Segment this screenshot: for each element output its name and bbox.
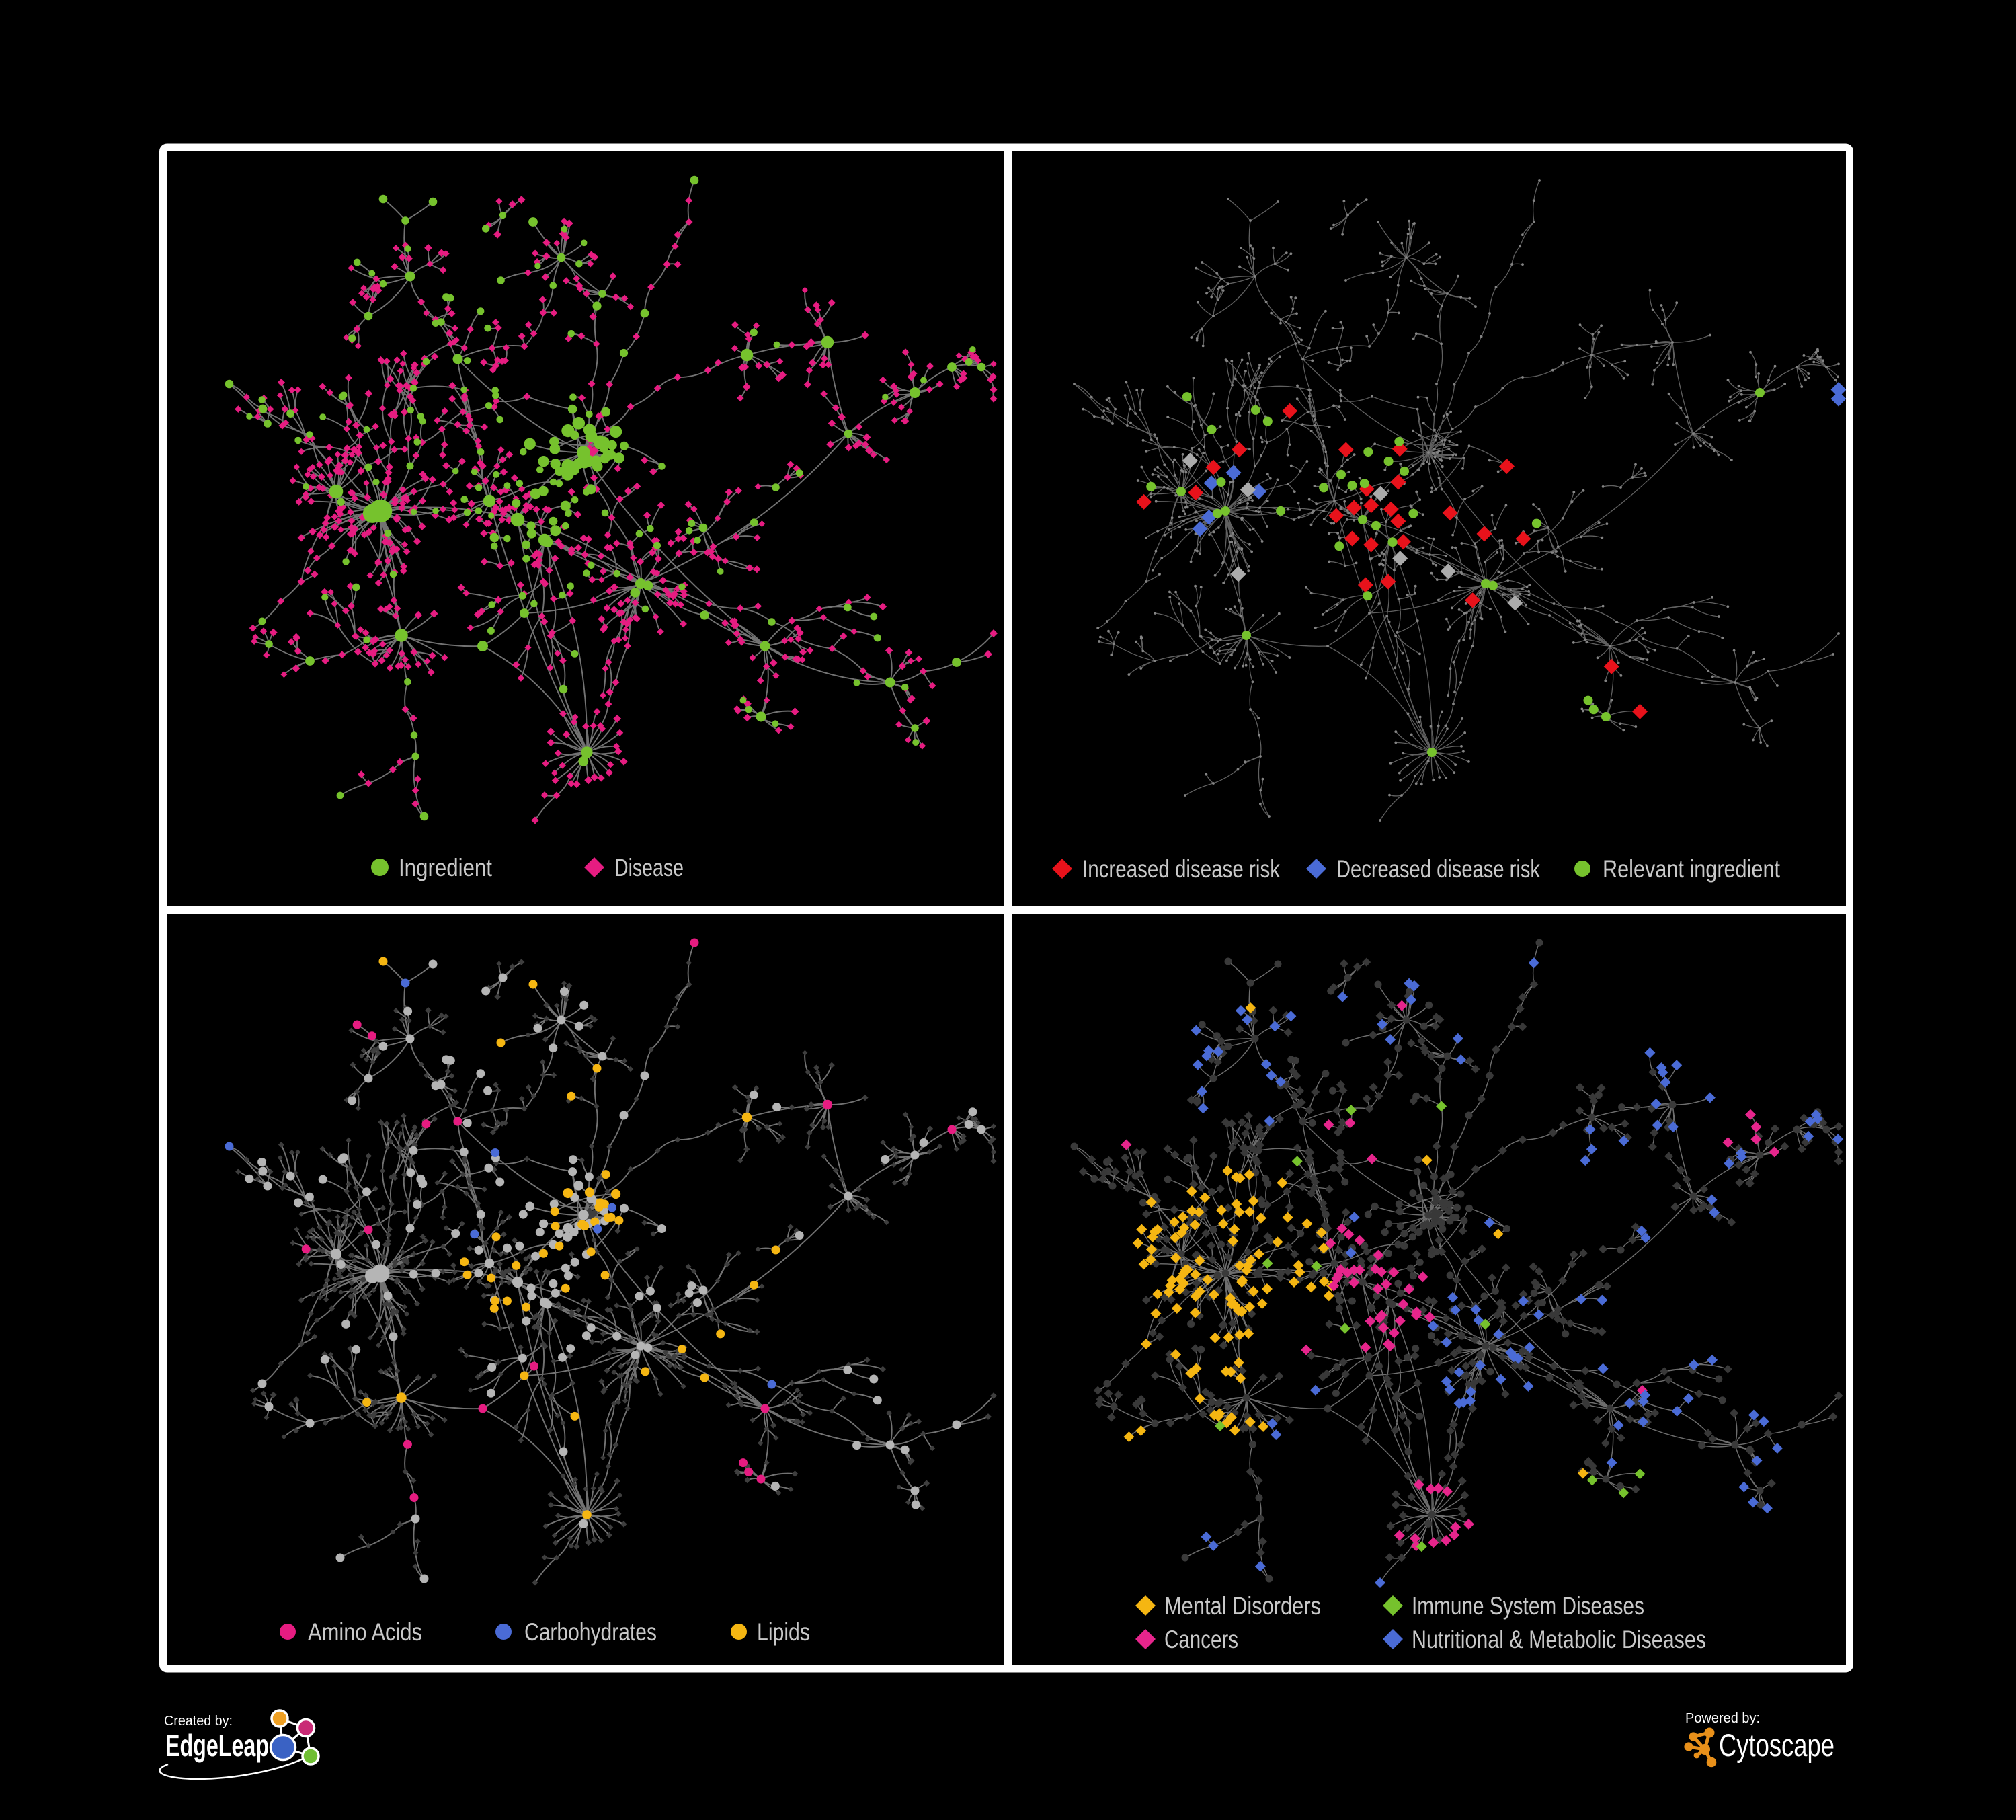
svg-text:Lipids: Lipids xyxy=(757,1618,810,1646)
svg-text:Nutritional & Metabolic Diseas: Nutritional & Metabolic Diseases xyxy=(1412,1626,1706,1653)
svg-text:Decreased disease risk: Decreased disease risk xyxy=(1336,855,1540,883)
svg-text:Created by:: Created by: xyxy=(164,1714,233,1729)
svg-text:Increased disease risk: Increased disease risk xyxy=(1082,855,1280,883)
svg-text:Relevant ingredient: Relevant ingredient xyxy=(1603,855,1781,883)
svg-text:Immune System Diseases: Immune System Diseases xyxy=(1412,1592,1644,1620)
svg-text:Carbohydrates: Carbohydrates xyxy=(524,1618,657,1646)
svg-text:Mental Disorders: Mental Disorders xyxy=(1164,1592,1321,1620)
svg-text:Disease: Disease xyxy=(614,854,684,881)
svg-text:Amino Acids: Amino Acids xyxy=(308,1618,422,1646)
svg-text:Powered by:: Powered by: xyxy=(1685,1711,1760,1726)
svg-text:Ingredient: Ingredient xyxy=(399,854,493,881)
svg-text:Cancers: Cancers xyxy=(1164,1626,1238,1653)
svg-text:Cytoscape: Cytoscape xyxy=(1719,1727,1834,1763)
svg-text:EdgeLeap: EdgeLeap xyxy=(165,1728,269,1763)
